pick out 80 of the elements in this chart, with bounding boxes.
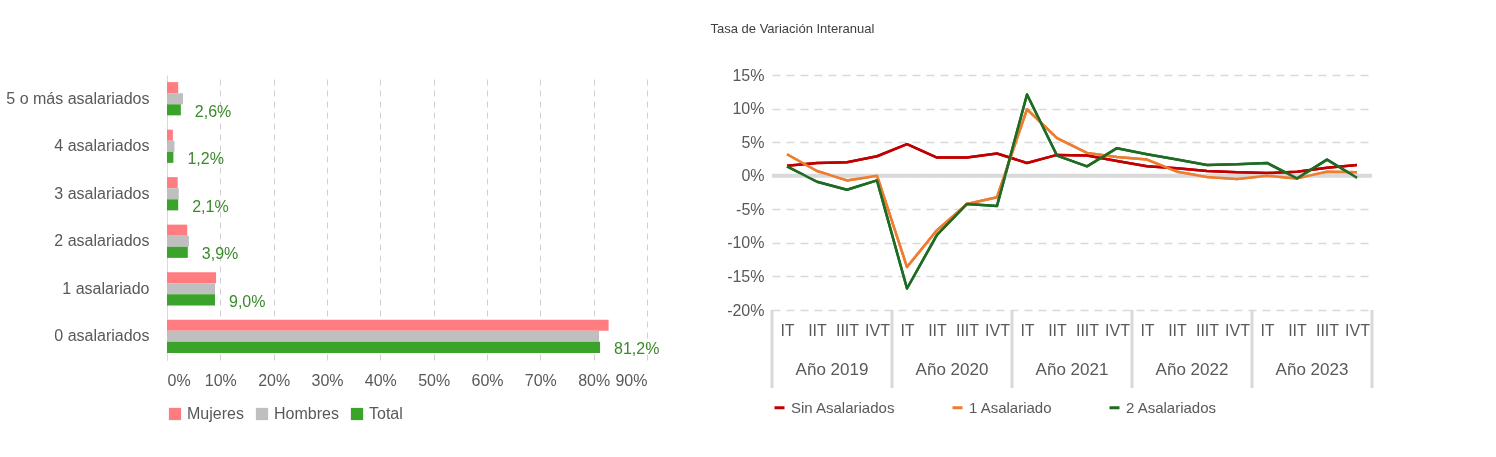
bar	[167, 188, 179, 200]
data-label: 2,1%	[192, 197, 229, 215]
bar	[167, 140, 175, 152]
legend-label: 2 Asalariados	[1126, 398, 1217, 416]
x-tick-label: IIT	[1168, 321, 1188, 339]
bar	[167, 199, 179, 211]
x-tick-label: IT	[1020, 321, 1035, 339]
x-tick-label: IIIT	[1195, 321, 1220, 339]
y-tick-label: 2 asalariados	[54, 232, 150, 250]
text: Año 2023	[1275, 360, 1349, 379]
x-tick-label: IT	[1140, 321, 1155, 339]
x-tick-label: 70%	[524, 371, 557, 389]
x-tick-label: 80%	[578, 371, 611, 389]
bar	[167, 151, 174, 163]
y-tick-label: 10%	[732, 100, 765, 118]
x-tick-label: IIT	[1288, 321, 1308, 339]
x-tick-label: IT	[1260, 321, 1275, 339]
x-tick-label: IIIT	[1075, 321, 1100, 339]
x-tick-label: 0%	[167, 371, 191, 389]
x-tick-label: IVT	[1225, 321, 1251, 339]
text: Año 2021	[1035, 360, 1109, 379]
text: Año 2020	[915, 360, 989, 379]
legend-label: 1 Asalariado	[969, 398, 1052, 416]
y-tick-label: 4 asalariados	[54, 137, 150, 155]
x-tick-label: IIT	[808, 321, 828, 339]
y-tick-label: -20%	[727, 301, 765, 319]
bar	[167, 283, 215, 295]
y-tick-label: 5 o más asalariados	[6, 89, 150, 107]
bar	[167, 129, 173, 141]
legend-label: Mujeres	[187, 405, 244, 422]
y-tick-label: -10%	[727, 234, 765, 252]
y-tick-label: -5%	[736, 200, 765, 218]
legend-label: Total	[369, 405, 403, 422]
x-tick-label: 90%	[615, 371, 648, 389]
x-tick-label: 40%	[364, 371, 397, 389]
legend-label: Sin Asalariados	[791, 398, 895, 416]
bar	[167, 82, 179, 94]
y-tick-label: 1 asalariado	[62, 279, 150, 297]
bar	[167, 104, 181, 116]
text: Año 2022	[1155, 360, 1229, 379]
bar	[167, 177, 178, 189]
bar	[167, 224, 188, 236]
x-tick-label: IIT	[928, 321, 948, 339]
text: Año 2019	[795, 360, 869, 379]
x-tick-label: IVT	[1105, 321, 1131, 339]
y-tick-label: 0%	[741, 167, 765, 185]
data-label: 81,2%	[614, 340, 660, 358]
x-tick-label: 50%	[418, 371, 451, 389]
x-tick-label: IVT	[1345, 321, 1371, 339]
bar	[167, 235, 189, 247]
y-tick-label: 0 asalariados	[54, 327, 150, 345]
bar	[167, 294, 215, 306]
x-tick-label: 10%	[204, 371, 237, 389]
y-tick-label: -15%	[727, 267, 765, 285]
bar	[167, 319, 609, 331]
data-label: 9,0%	[229, 292, 266, 310]
bar	[167, 341, 601, 353]
data-label: 3,9%	[201, 245, 239, 263]
bar	[167, 93, 183, 105]
x-tick-label: IVT	[985, 321, 1011, 339]
x-tick-label: 30%	[311, 371, 344, 389]
y-axis-title: Tasa de Variación Interanual	[710, 20, 875, 36]
y-tick-label: 3 asalariados	[54, 184, 150, 202]
bar	[167, 246, 188, 258]
y-tick-label: 15%	[732, 66, 765, 84]
x-tick-label: 60%	[471, 371, 504, 389]
bar	[167, 272, 217, 284]
legend-label: Hombres	[274, 405, 339, 422]
y-tick-label: 5%	[741, 133, 765, 151]
x-tick-label: IIIT	[955, 321, 980, 339]
x-tick-label: IIIT	[1315, 321, 1340, 339]
x-tick-label: IT	[900, 321, 915, 339]
x-tick-label: IIIT	[835, 321, 860, 339]
x-tick-label: IIT	[1048, 321, 1068, 339]
x-tick-label: IVT	[865, 321, 891, 339]
data-label: 1,2%	[187, 150, 224, 168]
data-label: 2,6%	[194, 102, 232, 120]
bar	[167, 330, 599, 342]
x-tick-label: IT	[780, 321, 795, 339]
x-tick-label: 20%	[258, 371, 291, 389]
